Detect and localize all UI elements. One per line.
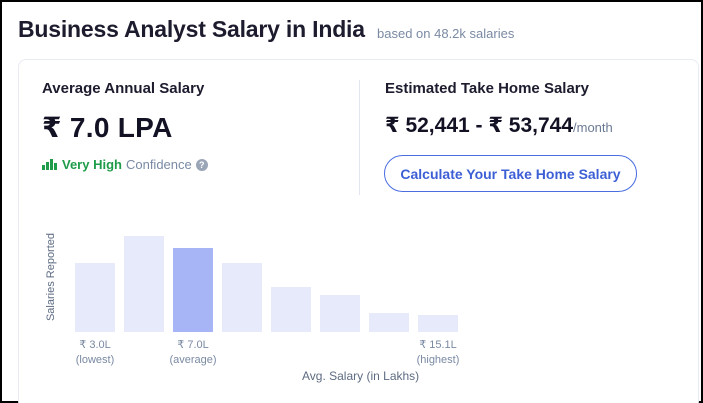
chart-y-axis-label: Salaries Reported bbox=[45, 232, 57, 322]
chart-x-axis-label: Avg. Salary (in Lakhs) bbox=[302, 369, 420, 383]
take-home-suffix: /month bbox=[573, 120, 613, 135]
confidence-label: Confidence bbox=[125, 157, 192, 172]
take-home-label: Estimated Take Home Salary bbox=[385, 80, 589, 97]
take-home-value: ₹ 52,441 - ₹ 53,744/month bbox=[385, 113, 613, 138]
bar-chart-icon bbox=[42, 159, 57, 170]
page-subtitle: based on 48.2k salaries bbox=[377, 26, 515, 41]
confidence-indicator: Very High Confidence ? bbox=[42, 157, 208, 172]
average-salary-label: Average Annual Salary bbox=[42, 80, 205, 97]
salary-card bbox=[18, 59, 699, 403]
confidence-level: Very High bbox=[62, 157, 122, 172]
page-title: Business Analyst Salary in India bbox=[18, 16, 365, 42]
section-divider bbox=[359, 80, 360, 195]
average-salary-value: ₹ 7.0 LPA bbox=[42, 112, 173, 143]
take-home-range: ₹ 52,441 - ₹ 53,744 bbox=[385, 114, 574, 137]
calculate-take-home-button[interactable]: Calculate Your Take Home Salary bbox=[384, 155, 637, 192]
help-icon[interactable]: ? bbox=[195, 158, 208, 171]
